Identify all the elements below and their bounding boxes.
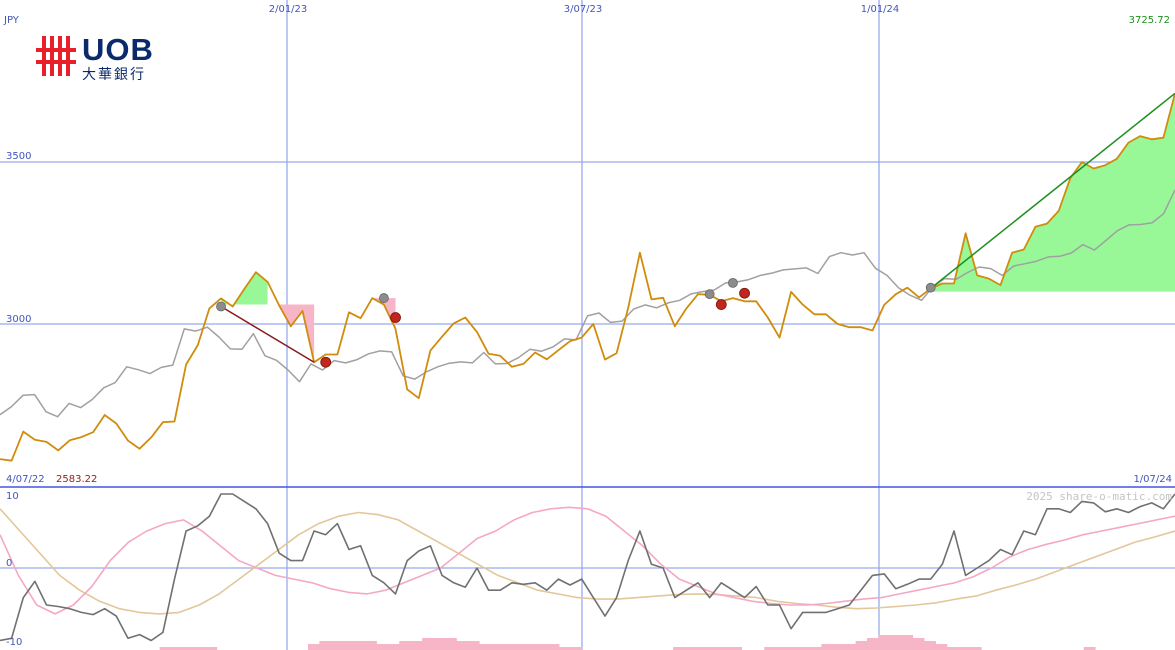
currency-label: JPY (3, 15, 20, 26)
peak-marker (379, 293, 389, 303)
x-tick-label: 1/01/24 (861, 4, 900, 15)
x-tick-label: 2/01/23 (269, 4, 308, 15)
volume-bar (330, 641, 343, 650)
volume-bars (159, 635, 1096, 650)
volume-bar (730, 647, 742, 650)
volume-bar (775, 647, 788, 650)
volume-bar (536, 644, 549, 650)
loss-fill (372, 298, 396, 329)
volume-bar (547, 644, 560, 650)
volume-bar (798, 647, 811, 650)
highlight-fills (221, 93, 1175, 363)
volume-bar (832, 644, 845, 650)
trough-marker (715, 299, 727, 310)
volume-bar (308, 644, 320, 650)
volume-bar (889, 635, 902, 650)
uptrend-line (930, 92, 1175, 289)
x-tick-label: 3/07/23 (564, 4, 603, 15)
momentum-tick-label: 10 (6, 491, 19, 502)
volume-bar (946, 647, 959, 650)
trough-marker (320, 356, 332, 368)
volume-bar (399, 641, 412, 650)
volume-bar (695, 647, 708, 650)
slow-average-line (0, 508, 1175, 615)
volume-bar (159, 647, 172, 650)
trend-markers (216, 92, 1175, 368)
momentum-panel (0, 493, 1175, 642)
volume-bar (855, 641, 868, 650)
volume-bar (365, 641, 377, 650)
price-line (0, 93, 1175, 462)
volume-bar (810, 647, 822, 650)
volume-bar (707, 647, 720, 650)
volume-bar (501, 644, 514, 650)
start-price-label: 2583.22 (56, 474, 97, 485)
volume-bar (559, 647, 571, 650)
volume-bar (878, 635, 891, 650)
volume-bar (410, 641, 423, 650)
loss-fill (279, 304, 315, 363)
peak-marker (925, 282, 936, 293)
volume-bar (193, 647, 206, 650)
volume-bar (924, 641, 936, 650)
volume-bar (787, 647, 799, 650)
volume-bar (342, 641, 355, 650)
volume-bar (422, 638, 434, 650)
volume-bar (901, 635, 914, 650)
volume-bar (376, 644, 389, 650)
volume-bar (673, 647, 685, 650)
logo-chinese-text: 大華銀行 (82, 67, 146, 83)
gain-fill (930, 93, 1175, 292)
y-tick-label: 3000 (6, 314, 31, 325)
uob-logo: UOB 大華銀行 (34, 32, 164, 84)
volume-bar (182, 647, 195, 650)
watermark: 2025 share-o-matic.com (1026, 490, 1172, 503)
momentum-tick-label: 0 (6, 558, 12, 569)
peak-marker (704, 289, 715, 300)
end-date-label: 1/07/24 (1133, 474, 1172, 485)
price-series (0, 93, 1175, 462)
relative-strength-line (0, 189, 1175, 418)
downtrend-line (220, 305, 315, 363)
volume-bar (1083, 647, 1096, 650)
volume-bar (524, 644, 537, 650)
volume-bar (821, 644, 834, 650)
volume-bar (387, 644, 400, 650)
y-tick-label: 3500 (6, 151, 31, 162)
volume-bar (844, 644, 857, 650)
volume-bar (171, 647, 183, 650)
peak-marker (216, 301, 226, 312)
volume-bar (969, 647, 982, 650)
volume-bar (867, 638, 879, 650)
momentum-tick-label: -10 (6, 637, 22, 648)
volume-bar (444, 638, 457, 650)
volume-bar (319, 641, 332, 650)
uob-logo-mark-icon (36, 36, 76, 76)
volume-bar (570, 647, 583, 650)
volume-bar (935, 644, 948, 650)
volume-bar (456, 641, 469, 650)
volume-bar (353, 641, 366, 650)
last-price-label: 3725.72 (1129, 15, 1170, 26)
trough-marker (390, 312, 401, 323)
volume-bar (490, 644, 503, 650)
start-date-label: 4/07/22 (6, 474, 45, 485)
volume-bar (467, 641, 480, 650)
volume-bar (718, 647, 731, 650)
logo-text: UOB (82, 32, 154, 67)
volume-bar (912, 638, 925, 650)
peak-marker (728, 277, 738, 288)
volume-bar (479, 644, 491, 650)
volume-bar (513, 644, 526, 650)
volume-bar (958, 647, 971, 650)
momentum-line (0, 493, 1175, 642)
volume-bar (764, 647, 777, 650)
trough-marker (739, 287, 750, 299)
volume-bar (205, 647, 218, 650)
volume-bar (433, 638, 446, 650)
volume-bar (684, 647, 697, 650)
